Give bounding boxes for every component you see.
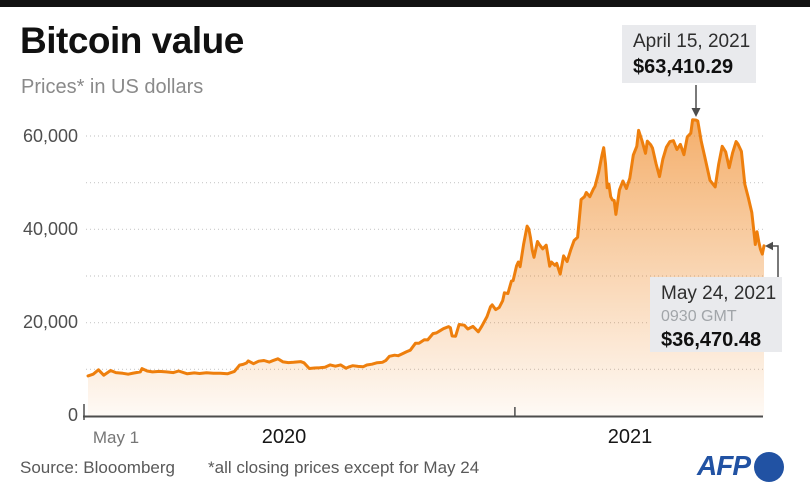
april-annotation-arrowhead: [691, 108, 701, 117]
afp-logo: AFP: [697, 449, 792, 485]
chart-subtitle: Prices* in US dollars: [21, 76, 204, 98]
afp-globe-icon: [754, 452, 784, 482]
annotation-may-box: May 24, 2021 0930 GMT $36,470.48: [650, 277, 782, 352]
x-axis-label-may1: May 1: [92, 428, 140, 447]
may-annotation-arrow: [771, 245, 779, 277]
y-axis-label-0: 0: [67, 405, 78, 425]
annotation-may-time: 0930 GMT: [661, 308, 737, 325]
x-axis-label-2021: 2021: [607, 426, 653, 448]
price-line: [86, 118, 766, 378]
source-text: Source: Blooomberg: [20, 458, 175, 477]
y-axis-label-20000: 20,000: [22, 312, 78, 332]
top-accent-bar: [0, 0, 810, 7]
may-annotation-arrowhead: [765, 241, 773, 251]
footnote-text: *all closing prices except for May 24: [208, 458, 480, 477]
afp-logo-text: AFP: [697, 450, 751, 481]
chart-title: Bitcoin value: [20, 20, 244, 61]
area-fill: [88, 119, 764, 416]
y-axis-label-60000: 60,000: [22, 126, 78, 146]
annotation-april-box: April 15, 2021 $63,410.29: [622, 25, 756, 83]
annotation-may-date: May 24, 2021: [661, 283, 777, 304]
annotation-april-date: April 15, 2021: [633, 31, 751, 52]
annotation-april-price: $63,410.29: [633, 56, 734, 78]
y-axis-label-40000: 40,000: [22, 219, 78, 239]
x-axis-label-2020: 2020: [261, 426, 307, 448]
annotation-may-price: $36,470.48: [661, 329, 762, 351]
